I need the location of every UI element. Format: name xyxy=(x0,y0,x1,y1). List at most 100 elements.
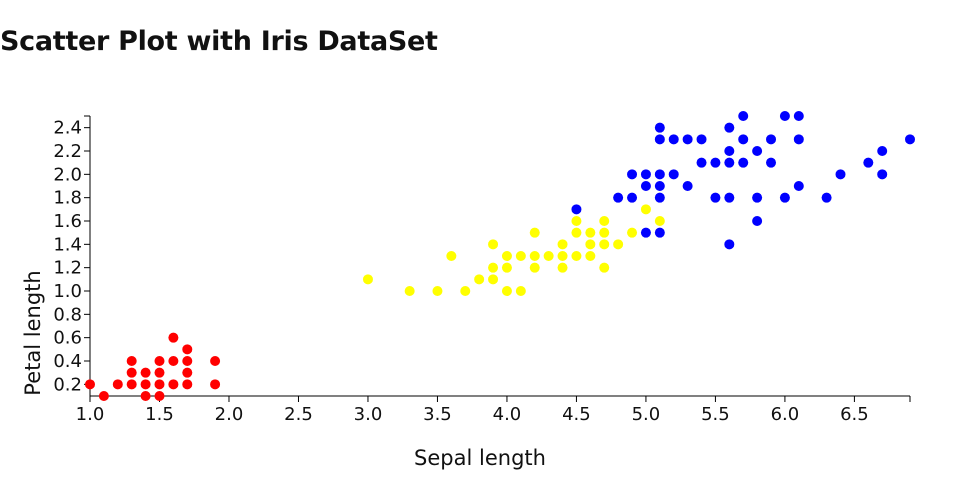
data-point xyxy=(210,379,221,390)
data-point xyxy=(905,134,915,145)
data-point xyxy=(182,344,193,355)
data-point xyxy=(752,192,763,203)
data-point xyxy=(529,227,540,238)
data-point xyxy=(752,216,763,226)
y-tick-label: 0.8 xyxy=(53,304,82,325)
data-point xyxy=(654,122,665,133)
data-point xyxy=(682,134,693,145)
axes: 1.0 1.5 2.0 2.5 3.0 3.5 4.0 4.5 5.0 5.5 6.0 6.50.20… xyxy=(53,115,911,425)
data-point xyxy=(724,239,735,250)
data-point xyxy=(654,216,665,226)
data-point xyxy=(738,111,749,121)
data-point xyxy=(877,146,888,156)
data-point xyxy=(724,157,735,168)
y-tick-label: 2.0 xyxy=(53,164,82,185)
data-point xyxy=(154,367,165,378)
data-point xyxy=(488,239,499,250)
data-point xyxy=(571,216,582,226)
data-point xyxy=(710,157,721,168)
x-tick-label: 6.5 xyxy=(840,404,869,425)
y-tick-label: 1.0 xyxy=(53,281,82,302)
data-point xyxy=(557,239,568,250)
x-tick-label: 6.0 xyxy=(771,404,800,425)
data-point xyxy=(793,111,804,121)
data-point xyxy=(474,274,485,285)
y-tick-label: 2.2 xyxy=(53,141,82,162)
data-point xyxy=(501,251,512,261)
data-point xyxy=(779,111,790,121)
data-point xyxy=(599,216,610,226)
data-point xyxy=(599,262,610,273)
data-point xyxy=(571,204,582,215)
data-point xyxy=(696,134,707,145)
data-point xyxy=(460,286,471,296)
data-point xyxy=(362,274,373,285)
data-point xyxy=(877,169,888,180)
data-point xyxy=(863,157,874,168)
data-point xyxy=(529,262,540,273)
data-point xyxy=(140,391,151,401)
x-tick-label: 2.5 xyxy=(284,404,313,425)
data-point xyxy=(126,379,137,390)
x-tick-label: 4.0 xyxy=(493,404,522,425)
data-point xyxy=(599,227,610,238)
data-point xyxy=(793,181,804,191)
data-point xyxy=(627,192,638,203)
data-point xyxy=(613,192,624,203)
data-point xyxy=(126,367,137,378)
data-point xyxy=(515,286,526,296)
x-tick-label: 1.5 xyxy=(145,404,174,425)
data-point xyxy=(182,367,193,378)
data-point xyxy=(501,286,512,296)
data-point xyxy=(182,379,193,390)
data-point xyxy=(599,239,610,250)
data-point xyxy=(126,356,137,366)
data-point xyxy=(98,391,109,401)
y-tick-label: 1.6 xyxy=(53,211,82,232)
data-point xyxy=(140,367,151,378)
data-point xyxy=(682,181,693,191)
data-point xyxy=(835,169,846,180)
data-point xyxy=(627,169,638,180)
data-point xyxy=(154,391,165,401)
data-point xyxy=(112,379,123,390)
data-point xyxy=(793,134,804,145)
y-tick-label: 1.2 xyxy=(53,258,82,279)
data-point xyxy=(710,192,721,203)
y-tick-label: 1.8 xyxy=(53,188,82,209)
data-point xyxy=(738,157,749,168)
y-tick-label: 2.4 xyxy=(53,118,82,139)
data-point xyxy=(613,239,624,250)
x-tick-label: 3.5 xyxy=(423,404,452,425)
y-tick-label: 0.6 xyxy=(53,328,82,349)
data-point xyxy=(529,251,540,261)
data-point xyxy=(654,192,665,203)
data-point xyxy=(640,204,651,215)
y-tick-label: 0.4 xyxy=(53,351,82,372)
data-point xyxy=(654,227,665,238)
data-point xyxy=(668,134,679,145)
data-point xyxy=(168,332,179,343)
data-point xyxy=(654,181,665,191)
data-point xyxy=(585,227,596,238)
data-point xyxy=(154,379,165,390)
data-point xyxy=(154,356,165,366)
data-point xyxy=(640,227,651,238)
data-point xyxy=(571,251,582,261)
data-point xyxy=(724,192,735,203)
data-point xyxy=(140,379,151,390)
data-point xyxy=(182,356,193,366)
data-point xyxy=(696,157,707,168)
data-point xyxy=(432,286,443,296)
data-point xyxy=(571,227,582,238)
x-axis-label: Sepal length xyxy=(414,446,546,470)
data-point xyxy=(654,169,665,180)
data-point xyxy=(640,169,651,180)
data-point xyxy=(168,356,179,366)
data-point xyxy=(488,274,499,285)
data-point xyxy=(543,251,554,261)
x-tick-label: 5.0 xyxy=(632,404,661,425)
data-point xyxy=(488,262,499,273)
data-point xyxy=(766,134,777,145)
